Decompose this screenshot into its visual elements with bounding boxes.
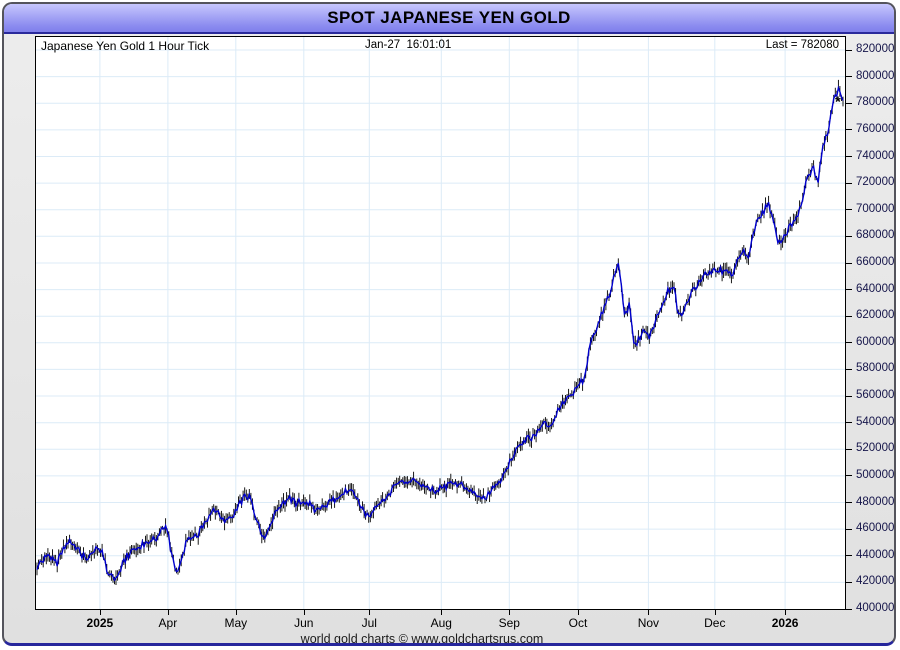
y-axis-tick — [846, 502, 852, 503]
y-axis-tick — [846, 76, 852, 78]
last-price-marker: * — [835, 93, 841, 110]
x-axis-tick — [303, 610, 305, 615]
y-tick-label: 720000 — [856, 176, 895, 189]
x-tick-label: Apr — [158, 616, 178, 630]
y-tick-label: 800000 — [856, 69, 895, 82]
y-axis-tick — [846, 368, 852, 370]
x-tick-label: Oct — [568, 616, 588, 630]
y-axis-tick — [846, 49, 852, 51]
y-tick-label: 400000 — [856, 602, 895, 614]
price-chart: * — [36, 37, 845, 609]
y-tick-label: 600000 — [856, 335, 895, 348]
y-tick-label: 620000 — [856, 309, 895, 322]
x-tick-label: May — [224, 616, 248, 630]
y-tick-label: 420000 — [856, 575, 895, 588]
y-tick-label: 680000 — [856, 229, 895, 242]
x-axis-tick — [235, 610, 237, 615]
y-axis-tick — [846, 475, 852, 477]
x-tick-label: Aug — [430, 616, 452, 630]
x-axis-tick — [167, 610, 169, 615]
y-axis-tick — [846, 315, 852, 317]
x-axis-tick — [578, 610, 579, 615]
last-price-label: Last = 782080 — [765, 39, 839, 51]
x-tick-label: Dec — [704, 616, 726, 630]
y-tick-label: 700000 — [856, 202, 895, 215]
y-axis-tick — [846, 262, 852, 264]
timestamp-label: Jan-27 16:01:01 — [364, 39, 452, 51]
instrument-label: Japanese Yen Gold 1 Hour Tick — [41, 39, 210, 53]
x-tick-label: Sep — [498, 616, 520, 630]
plot-area[interactable]: * Japanese Yen Gold 1 Hour Tick Jan-27 1… — [35, 36, 846, 610]
y-tick-label: 640000 — [856, 282, 895, 295]
x-tick-label: 2026 — [771, 616, 799, 630]
y-tick-label: 540000 — [856, 415, 895, 428]
x-tick-label: 2025 — [86, 616, 114, 630]
y-axis-tick — [846, 289, 852, 291]
y-tick-label: 580000 — [856, 362, 895, 375]
y-axis-tick — [846, 156, 852, 157]
y-axis-tick — [846, 608, 852, 610]
x-tick-label: Jul — [361, 616, 377, 630]
x-axis-tick — [648, 610, 650, 615]
y-axis-tick — [846, 342, 852, 344]
y-axis-tick — [846, 182, 852, 184]
x-axis-tick — [441, 610, 443, 615]
y-tick-label: 760000 — [856, 122, 895, 135]
window-title: SPOT JAPANESE YEN GOLD — [327, 8, 571, 27]
x-tick-label: Nov — [637, 616, 660, 630]
y-axis-tick — [846, 209, 852, 211]
y-tick-label: 460000 — [856, 522, 895, 535]
y-axis-tick — [846, 422, 852, 424]
x-axis-tick — [99, 610, 101, 615]
y-axis-tick — [846, 581, 852, 583]
y-axis-tick — [846, 235, 852, 237]
y-tick-label: 520000 — [856, 442, 895, 455]
x-tick-label: Jun — [294, 616, 314, 630]
y-axis-tick — [846, 395, 852, 397]
y-tick-label: 740000 — [856, 149, 895, 162]
y-tick-label: 560000 — [856, 389, 895, 401]
window-titlebar: SPOT JAPANESE YEN GOLD — [4, 4, 894, 34]
x-axis-tick — [785, 610, 787, 615]
x-axis-tick — [369, 610, 371, 615]
y-tick-label: 480000 — [856, 495, 895, 508]
y-axis-tick — [846, 528, 852, 530]
y-axis-tick — [846, 555, 852, 557]
footer-credit: world gold charts © www.goldchartsrus.co… — [300, 632, 544, 646]
y-axis-tick — [846, 448, 852, 450]
y-axis-tick — [846, 129, 852, 131]
y-axis-tick — [846, 102, 852, 104]
x-axis-tick — [714, 610, 716, 615]
y-tick-label: 780000 — [856, 96, 895, 109]
y-tick-label: 500000 — [856, 468, 895, 481]
x-axis-tick — [509, 610, 511, 615]
y-tick-label: 820000 — [856, 43, 895, 55]
y-tick-label: 660000 — [856, 256, 895, 268]
y-tick-label: 440000 — [856, 548, 895, 561]
